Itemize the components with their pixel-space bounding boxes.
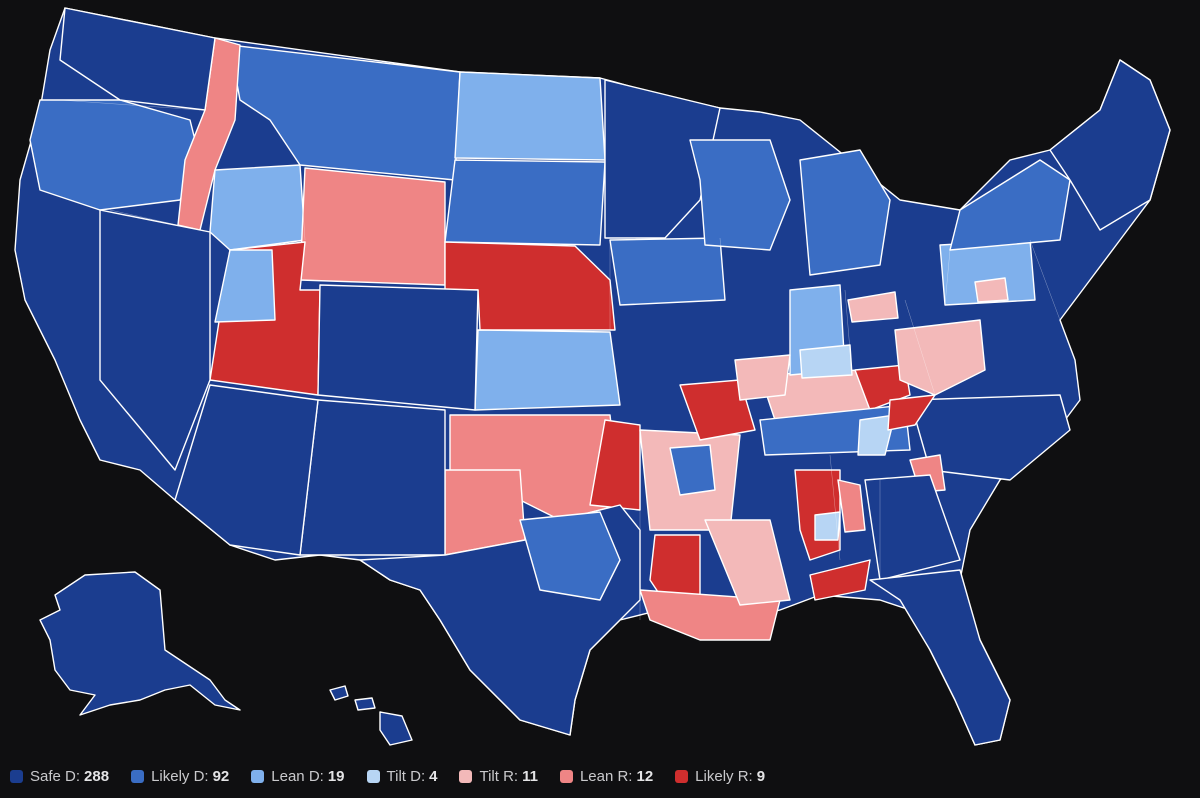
region-north-dakota	[454, 71, 606, 161]
inner-boundary-lines	[59, 99, 1061, 620]
legend-swatch	[131, 769, 145, 783]
legend-label: Likely R:	[695, 767, 753, 785]
region-missouri-south	[679, 379, 756, 441]
legend-item-tilt-r: Tilt R: 11	[459, 767, 538, 785]
legend-swatch	[10, 769, 23, 783]
region-arkansas-core	[669, 444, 716, 496]
region-ohio-tilt	[847, 291, 899, 323]
region-hawaii-2	[354, 697, 376, 711]
legend-item-likely-d: Likely D: 92	[131, 768, 229, 785]
legend-label: Likely D:	[151, 767, 209, 785]
region-washington	[59, 7, 216, 111]
legend-count: 92	[212, 767, 230, 785]
region-new-england	[1049, 59, 1171, 231]
region-west-virginia	[894, 319, 986, 396]
legend-label: Lean R:	[579, 767, 633, 785]
region-virginia-r	[887, 394, 936, 431]
region-new-york	[949, 159, 1071, 251]
legend-swatch	[459, 769, 473, 783]
region-florida	[869, 569, 1011, 746]
legend-label: Lean D:	[271, 767, 324, 785]
region-iowa	[609, 237, 726, 306]
legend-count: 9	[756, 767, 766, 785]
region-florida-panhandle	[809, 559, 871, 601]
legend-swatch	[559, 769, 573, 783]
region-alabama-lean-r	[837, 479, 866, 533]
us-county-map	[14, 7, 1171, 746]
legend-label: Safe D:	[30, 767, 81, 785]
legend-count: 11	[522, 767, 538, 785]
legend-item-lean-d: Lean D: 19	[251, 767, 345, 785]
region-kansas	[474, 329, 621, 411]
region-ky-tilt-d	[799, 344, 853, 379]
legend-swatch	[366, 769, 380, 783]
legend-swatch	[675, 769, 689, 783]
region-colorado	[317, 284, 479, 411]
region-michigan	[799, 149, 891, 276]
region-nevada	[99, 209, 211, 471]
region-east-oklahoma	[589, 419, 641, 511]
region-georgia-tilt	[814, 511, 841, 541]
region-minnesota	[604, 79, 721, 239]
legend-item-tilt-d: Tilt D: 4	[366, 767, 438, 785]
region-hawaii-1	[329, 685, 349, 701]
legend-count: 4	[429, 767, 438, 785]
region-hawaii-3	[379, 711, 413, 746]
region-mississippi	[704, 519, 791, 606]
region-illinois-tilt	[734, 354, 791, 401]
legend-count: 19	[327, 767, 345, 785]
region-north-central-texas	[519, 511, 621, 601]
legend-label: Tilt D:	[386, 767, 426, 785]
legend-count: 12	[636, 767, 654, 785]
region-pa-tilt	[974, 277, 1009, 303]
legend-swatch	[251, 769, 265, 783]
region-utah-lean-d	[214, 249, 276, 323]
region-wisconsin	[689, 139, 791, 251]
region-arizona	[174, 384, 319, 556]
region-new-mexico	[299, 399, 446, 556]
region-south-dakota	[444, 159, 606, 246]
legend-count: 288	[84, 767, 110, 785]
region-idaho-south	[209, 164, 306, 251]
region-tennessee-tilt	[857, 414, 896, 456]
region-wyoming	[299, 167, 446, 286]
legend: Safe D: 288 Likely D: 92 Lean D: 19 Tilt D: 4 Ti…	[10, 764, 787, 788]
region-georgia	[864, 474, 961, 581]
legend-label: Tilt R:	[479, 767, 519, 785]
legend-item-likely-r: Likely R: 9	[675, 768, 765, 785]
region-alaska	[39, 571, 241, 716]
region-pacific-nw	[29, 99, 201, 211]
legend-item-lean-r: Lean R: 12	[559, 767, 654, 785]
legend-item-safe-d: Safe D: 288	[10, 768, 109, 785]
